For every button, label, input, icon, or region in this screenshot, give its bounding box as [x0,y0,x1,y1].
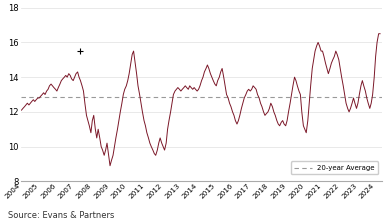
Legend: 20-year Average: 20-year Average [291,161,378,174]
Text: Source: Evans & Partners: Source: Evans & Partners [8,211,114,220]
